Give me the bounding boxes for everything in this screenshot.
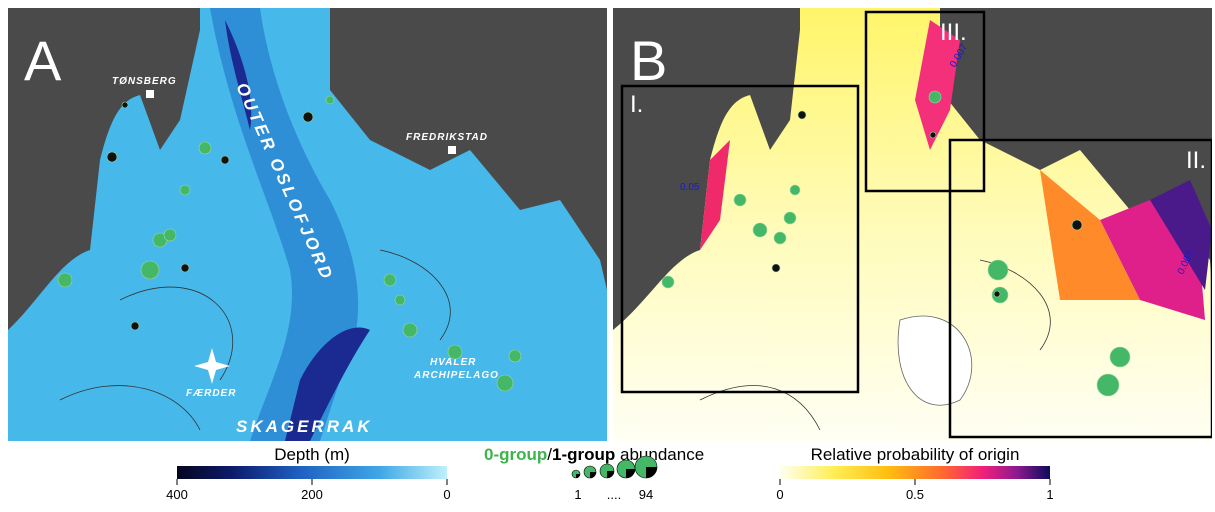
sample-site xyxy=(772,264,780,272)
sample-site xyxy=(497,375,513,391)
size-key-wedge xyxy=(607,471,614,478)
sample-site xyxy=(448,345,462,359)
sample-site xyxy=(734,194,746,206)
panel-label: B xyxy=(630,29,667,92)
sea-label: SKAGERRAK xyxy=(236,417,373,436)
sample-site xyxy=(753,223,767,237)
depth-legend: Depth (m) 400 200 0 xyxy=(166,445,450,502)
size-key-wedge xyxy=(576,474,580,478)
place-label: ARCHIPELAGO xyxy=(413,370,499,381)
probability-legend: Relative probability of origin 0 0.5 1 xyxy=(776,445,1053,502)
figure: A TØNSBERG FREDRIKSTAD FÆRDER OUTER OSLO… xyxy=(0,0,1215,507)
sample-site xyxy=(326,96,334,104)
sample-site xyxy=(774,232,786,244)
panel-label: A xyxy=(24,29,62,92)
sample-site xyxy=(199,142,211,154)
tick-label: 94 xyxy=(639,487,653,502)
tick-label: .... xyxy=(607,487,621,502)
sample-site xyxy=(798,111,806,119)
sample-site xyxy=(303,112,313,122)
color-bar xyxy=(780,466,1050,479)
place-label: TØNSBERG xyxy=(112,76,177,87)
place-label: FREDRIKSTAD xyxy=(406,132,488,143)
tick-label: 200 xyxy=(301,487,323,502)
tick-label: 0 xyxy=(443,487,450,502)
contour-label: 0.05 xyxy=(680,182,700,193)
tick-label: 1 xyxy=(574,487,581,502)
legend-title-part: 1-group xyxy=(552,445,615,464)
sample-site xyxy=(141,261,159,279)
tick-label: 0 xyxy=(776,487,783,502)
legend-title: Relative probability of origin xyxy=(811,445,1020,464)
sample-site xyxy=(930,132,936,138)
sample-site xyxy=(131,322,139,330)
sample-site xyxy=(509,350,521,362)
tick-label: 0.5 xyxy=(906,487,924,502)
sample-site xyxy=(107,152,117,162)
region-label: I. xyxy=(630,91,643,118)
region-label: II. xyxy=(1186,147,1206,174)
abundance-legend: 0-group/1-group abundance 1 .... 94 xyxy=(484,445,704,502)
tick-label: 1 xyxy=(1046,487,1053,502)
sample-site xyxy=(1110,347,1130,367)
sample-site xyxy=(221,156,229,164)
panel-a: A TØNSBERG FREDRIKSTAD FÆRDER OUTER OSLO… xyxy=(8,8,607,441)
sample-site xyxy=(122,102,128,108)
sample-site xyxy=(181,264,189,272)
town-marker xyxy=(146,90,154,98)
tick-label: 400 xyxy=(166,487,188,502)
sample-site xyxy=(1072,220,1082,230)
sample-site xyxy=(929,91,941,103)
sample-site xyxy=(994,291,1000,297)
sample-site xyxy=(384,274,396,286)
divider xyxy=(607,8,613,441)
place-label: FÆRDER xyxy=(186,388,236,399)
region-label: III. xyxy=(940,19,967,46)
sample-site xyxy=(790,185,800,195)
color-bar xyxy=(177,466,447,479)
size-key-wedge xyxy=(646,467,657,478)
size-key-wedge xyxy=(590,472,596,478)
sample-site xyxy=(662,276,674,288)
sample-site xyxy=(403,323,417,337)
sample-site xyxy=(988,260,1008,280)
sample-site xyxy=(58,273,72,287)
sample-site xyxy=(395,295,405,305)
legend-title-part: 0-group xyxy=(484,445,547,464)
town-marker xyxy=(448,146,456,154)
sample-site xyxy=(784,212,796,224)
legend-title: 0-group/1-group abundance xyxy=(484,445,704,464)
sample-site xyxy=(164,229,176,241)
size-key-wedge xyxy=(626,469,635,478)
sample-site xyxy=(1097,374,1119,396)
sample-site xyxy=(180,185,190,195)
panel-b: B I. II. III. 0.05 0.007 0.007 xyxy=(613,8,1212,441)
legend-title: Depth (m) xyxy=(274,445,350,464)
